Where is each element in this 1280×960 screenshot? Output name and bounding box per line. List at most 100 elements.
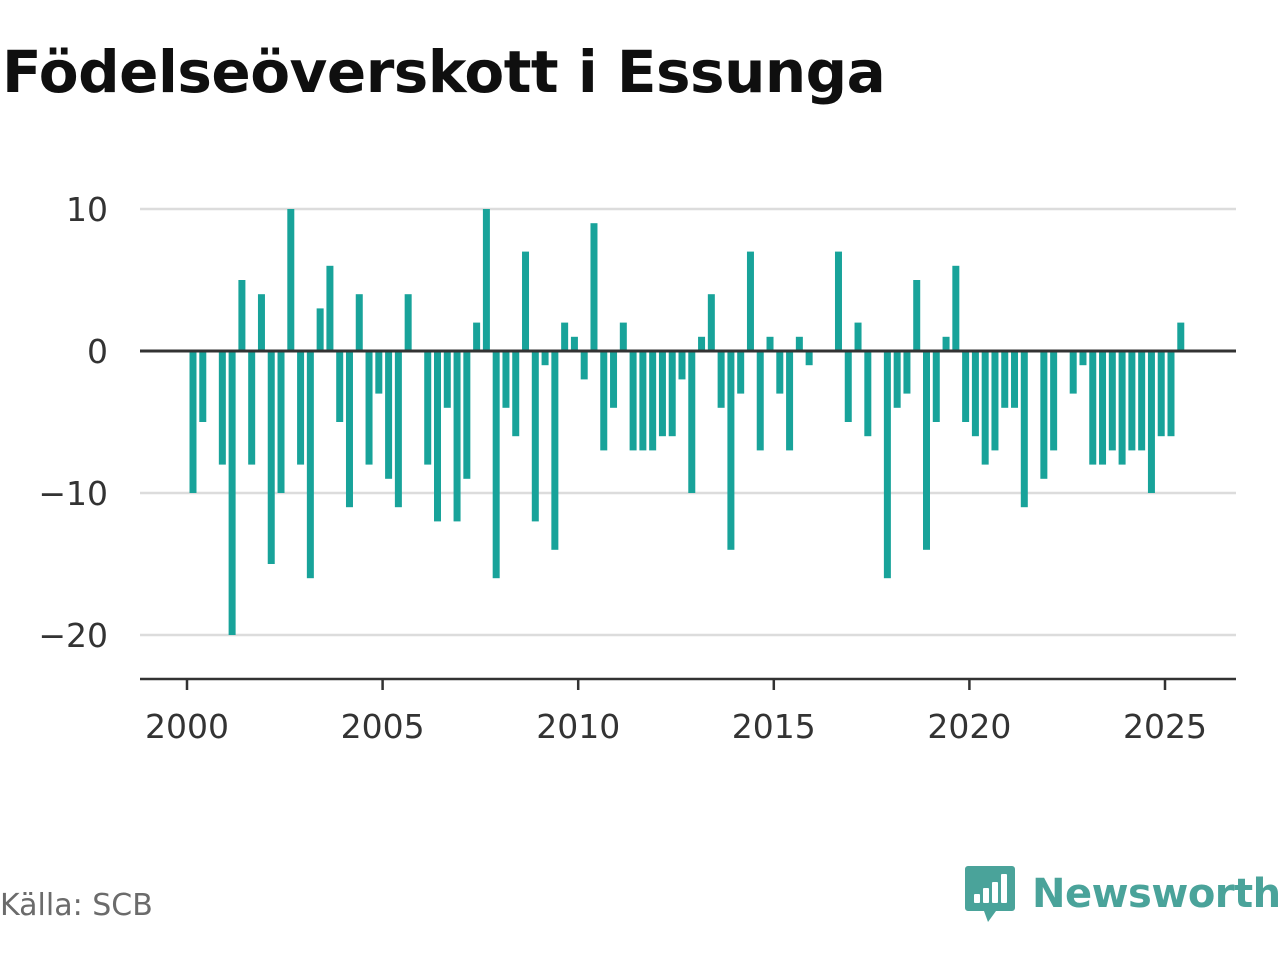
y-tick-label: −10	[38, 474, 108, 513]
bar	[707, 294, 715, 351]
bar	[1108, 351, 1116, 451]
bar	[1011, 351, 1019, 408]
bar	[1157, 351, 1165, 437]
bar	[277, 351, 285, 493]
bar	[717, 351, 725, 408]
bar	[306, 351, 314, 579]
bar	[854, 322, 862, 351]
bar	[1069, 351, 1077, 394]
x-tick-label: 2020	[927, 707, 1011, 746]
bar	[434, 351, 441, 522]
bar	[893, 351, 901, 408]
bar	[316, 308, 324, 351]
bar	[1040, 351, 1048, 479]
y-tick-label: 10	[66, 190, 108, 229]
y-tick-label: −20	[38, 616, 108, 655]
bar	[394, 351, 402, 508]
bar	[844, 351, 852, 422]
bar	[365, 351, 373, 465]
bar	[463, 351, 471, 479]
bar	[766, 336, 774, 351]
bar	[668, 351, 676, 437]
bar	[639, 351, 647, 451]
bar	[1050, 351, 1058, 451]
bar	[991, 351, 999, 451]
bar	[864, 351, 872, 437]
bar	[297, 351, 305, 465]
bar	[385, 351, 393, 479]
bar	[267, 351, 275, 564]
bar	[345, 351, 353, 508]
bar	[375, 351, 383, 394]
bar	[600, 351, 608, 451]
bar	[795, 336, 803, 351]
bar	[971, 351, 979, 437]
bar	[257, 294, 265, 351]
bar	[355, 294, 363, 351]
bar	[834, 251, 842, 351]
bar	[287, 209, 295, 351]
newsworthy-chart-bubble-icon	[965, 866, 1015, 922]
gridlines	[140, 207, 1236, 637]
bar	[1020, 351, 1028, 508]
bar	[443, 351, 451, 408]
source-note: Källa: SCB	[0, 888, 153, 923]
bar	[746, 251, 754, 351]
bar	[913, 280, 921, 351]
bar	[1128, 351, 1136, 451]
bar	[424, 351, 432, 465]
bar	[238, 280, 246, 351]
bar	[336, 351, 344, 422]
x-tick-label: 2015	[732, 707, 816, 746]
axes	[140, 349, 1236, 690]
bar	[629, 351, 637, 451]
bar	[590, 223, 598, 351]
bar	[551, 351, 559, 550]
bar	[570, 336, 578, 351]
bar	[1167, 351, 1175, 437]
bar	[1177, 322, 1185, 351]
bar	[1138, 351, 1146, 451]
tick-labels: 10 0 −10 −20 2000 2005 2010 2015 2020 2025	[38, 190, 1207, 746]
bar	[492, 351, 500, 579]
bar	[1118, 351, 1126, 465]
bar	[756, 351, 764, 451]
bar	[952, 265, 960, 351]
brand-logo: Newsworthy	[964, 864, 1280, 924]
bar	[727, 351, 735, 550]
bar	[698, 336, 706, 351]
bar	[1147, 351, 1155, 493]
bar	[189, 351, 197, 493]
bar	[404, 294, 412, 351]
bar	[923, 351, 930, 550]
bar	[903, 351, 911, 394]
bar	[531, 351, 539, 522]
bar	[786, 351, 794, 451]
bar	[610, 351, 618, 408]
bar	[473, 322, 481, 351]
x-tick-label: 2010	[536, 707, 620, 746]
bar	[932, 351, 940, 422]
chart-title: Födelseöverskott i Essunga	[2, 38, 886, 106]
bar	[962, 351, 970, 422]
bar	[482, 209, 490, 351]
bar	[453, 351, 461, 522]
bar	[678, 351, 686, 380]
bar	[1089, 351, 1097, 465]
brand-name: Newsworthy	[1032, 871, 1280, 917]
bar	[776, 351, 784, 394]
bar	[737, 351, 745, 394]
bar	[248, 351, 256, 465]
bar	[218, 351, 226, 465]
bar	[502, 351, 510, 408]
bar	[1001, 351, 1009, 408]
x-tick-label: 2000	[145, 707, 229, 746]
bar	[326, 265, 334, 351]
bar	[981, 351, 989, 465]
bar	[522, 251, 530, 351]
bar	[199, 351, 207, 422]
bar	[512, 351, 520, 437]
bar	[649, 351, 657, 451]
x-tick-label: 2025	[1123, 707, 1207, 746]
